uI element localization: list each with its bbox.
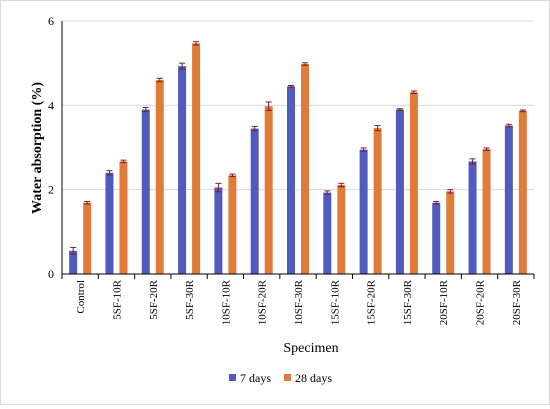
bar-seven-days: [141, 109, 150, 274]
bar-seven-days: [105, 172, 114, 274]
bar-seven-days: [504, 125, 513, 274]
x-tick-label: 15SF-10R: [329, 279, 341, 325]
gridlines: [62, 20, 534, 191]
x-tick-label: 10SF-20R: [257, 279, 269, 325]
legend-swatch: [284, 374, 291, 381]
legend-swatch: [229, 374, 236, 381]
y-tick-label: 6: [48, 14, 54, 28]
bar-twenty-eight-days: [192, 43, 201, 275]
bar-twenty-eight-days: [409, 92, 418, 275]
bar-seven-days: [69, 250, 78, 274]
bar-twenty-eight-days: [119, 161, 128, 274]
y-tick-label: 0: [48, 267, 54, 281]
bar-seven-days: [250, 128, 259, 274]
legend-label: 7 days: [240, 371, 271, 385]
legend: 7 days 28 days: [229, 371, 332, 385]
error-bars: [70, 41, 526, 255]
bar-twenty-eight-days: [301, 64, 309, 274]
x-tick-label: 15SF-20R: [366, 279, 378, 325]
x-tick-label: 10SF-30R: [293, 279, 305, 325]
x-tick-label: 10SF-10R: [220, 279, 232, 325]
bar-seven-days: [323, 192, 332, 274]
x-tick-label: 5SF-10R: [111, 279, 123, 319]
bar-twenty-eight-days: [482, 149, 491, 274]
x-tick-label: 20SF-10R: [438, 279, 450, 325]
bar-twenty-eight-days: [228, 175, 237, 274]
bar-seven-days: [178, 66, 187, 274]
x-tick-label: 5SF-20R: [148, 279, 160, 319]
y-tick-label: 4: [48, 98, 54, 112]
x-tick-label: 20SF-20R: [475, 279, 487, 325]
bar-seven-days: [359, 149, 368, 274]
x-axis-label: Specimen: [283, 341, 338, 356]
bar-twenty-eight-days: [155, 80, 164, 275]
x-tick-label: 15SF-30R: [402, 279, 414, 325]
x-tick-label: 20SF-30R: [511, 279, 523, 325]
bars: [69, 43, 527, 275]
bar-seven-days: [287, 86, 295, 274]
bar-twenty-eight-days: [518, 110, 527, 274]
bar-twenty-eight-days: [373, 128, 382, 274]
y-axis-label: Water absorption (%): [30, 82, 45, 214]
x-tick-label: 5SF-30R: [184, 279, 196, 319]
bar-seven-days: [468, 161, 477, 274]
bar-seven-days: [214, 187, 223, 274]
x-tick-label: Control: [75, 280, 87, 314]
bar-twenty-eight-days: [83, 202, 92, 274]
bar-twenty-eight-days: [446, 191, 455, 274]
bar-twenty-eight-days: [264, 106, 273, 274]
bar-seven-days: [395, 109, 404, 274]
bar-twenty-eight-days: [337, 185, 346, 274]
axes: 0 2 4 6 Control 5SF-10R 5SF-20R 5SF-30R 10SF-10R…: [48, 14, 535, 325]
bar-seven-days: [432, 202, 441, 274]
legend-label: 28 days: [295, 371, 332, 385]
y-tick-label: 2: [48, 183, 54, 197]
